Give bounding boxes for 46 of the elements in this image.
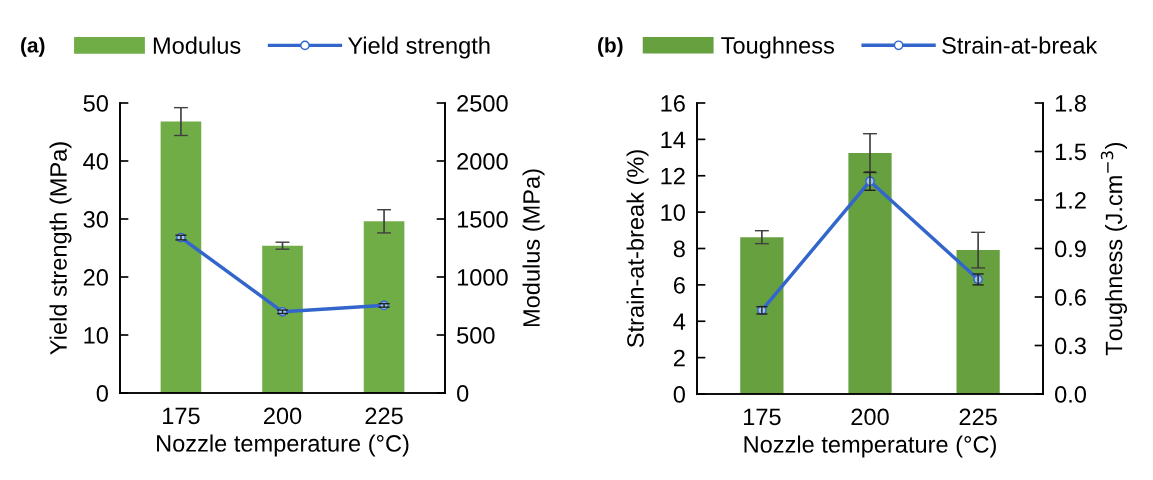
y-tick-label: 0: [96, 385, 108, 402]
y-tick-label: 2: [673, 349, 685, 367]
legend-label: Toughness: [721, 36, 835, 59]
y2-tick-label: 0: [457, 385, 469, 402]
y2-axis-title: Modulus (MPa): [522, 169, 545, 327]
y-axis-title: Yield strength (MPa): [49, 142, 72, 355]
x-axis-title: Nozzle temperature (°C): [744, 435, 996, 458]
y-tick-label: 16: [661, 95, 685, 112]
x-tick-label: 200: [263, 407, 302, 425]
x-tick-label: 200: [851, 408, 889, 426]
legend-label: Modulus: [153, 36, 241, 54]
y2-tick-label: 1000: [457, 269, 508, 286]
y-tick-label: 10: [661, 204, 685, 221]
y2-tick-label: 2000: [457, 153, 508, 170]
y2-tick-label: 1.5: [1055, 143, 1086, 161]
y2-tick-label: 1.2: [1055, 192, 1086, 209]
y2-tick-label: 0.0: [1055, 386, 1087, 403]
y-tick-label: 10: [84, 327, 108, 344]
y-axis-title: Strain-at-break (%): [626, 150, 649, 348]
y2-tick-label: 0.6: [1055, 289, 1086, 306]
x-tick-label: 175: [743, 408, 781, 426]
x-tick-label: 175: [163, 407, 200, 425]
x-tick-label: 225: [959, 408, 997, 426]
y-tick-label: 12: [661, 167, 685, 185]
y-tick-label: 20: [83, 269, 108, 286]
chart-title: (a): [21, 37, 45, 57]
y-tick-label: 14: [661, 131, 686, 148]
y-tick-label: 40: [83, 153, 108, 170]
y2-tick-label: 2500: [457, 95, 508, 112]
x-axis-title: Nozzle temperature (°C): [157, 434, 409, 457]
y2-tick-label: 0.3: [1055, 337, 1086, 355]
y2-tick-label: 0.9: [1055, 240, 1086, 258]
y2-tick-label: 1500: [457, 211, 508, 228]
y2-tick-label: 500: [457, 327, 495, 344]
y-tick-label: 30: [83, 211, 108, 228]
x-tick-label: 225: [365, 407, 403, 425]
legend-label: Strain-at-break: [942, 36, 1098, 54]
y-tick-label: 8: [673, 240, 685, 258]
y-tick-label: 0: [673, 386, 685, 403]
y2-axis-title: Toughness (J.cm$^{−3}$): [1100, 142, 1128, 356]
y-tick-label: 4: [673, 313, 686, 330]
y-tick-label: 50: [83, 95, 108, 112]
chart-title: (b): [598, 37, 623, 57]
legend-label: Yield strength: [347, 36, 490, 59]
y-tick-label: 6: [673, 276, 685, 294]
y2-tick-label: 1.8: [1055, 95, 1086, 112]
